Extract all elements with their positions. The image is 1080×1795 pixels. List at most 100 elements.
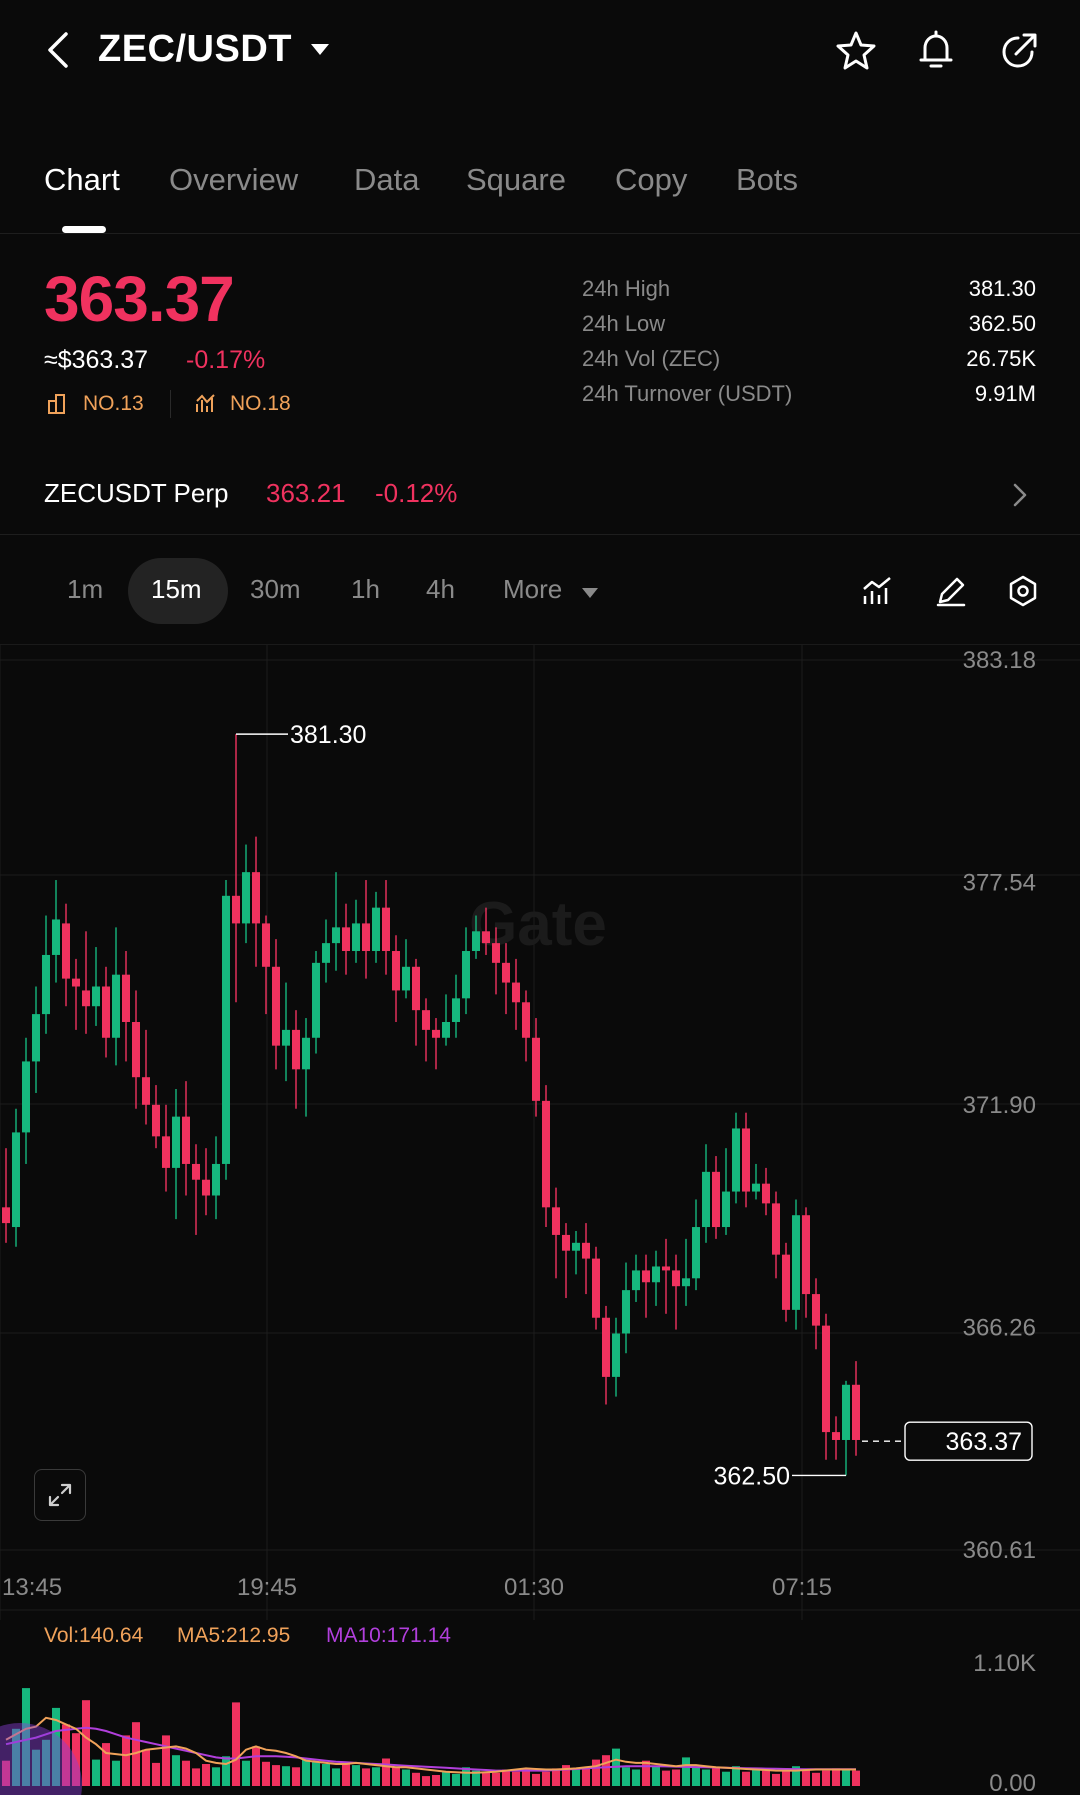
price-chart[interactable]: Gate 381.30 362.50 363.37 383.18 377.54 371.… <box>0 644 1080 1795</box>
tab-bots[interactable]: Bots <box>736 162 799 197</box>
candle-body <box>402 966 410 991</box>
candle-body <box>102 986 110 1038</box>
volume-bar <box>492 1772 500 1786</box>
assistant-bubble[interactable] <box>0 1723 82 1795</box>
tab-data[interactable]: Data <box>354 162 420 197</box>
candle-body <box>82 990 90 1007</box>
x-axis: 13:45 19:45 01:30 07:15 <box>2 1574 832 1601</box>
interval-30m[interactable]: 30m <box>250 574 301 604</box>
candles <box>2 734 860 1476</box>
volume-bar <box>832 1768 840 1786</box>
tab-overview[interactable]: Overview <box>169 162 299 197</box>
volume-bar <box>392 1767 400 1786</box>
star-icon[interactable] <box>834 28 878 72</box>
candle-body <box>132 1021 140 1078</box>
interval-4h[interactable]: 4h <box>426 574 455 604</box>
fullscreen-button[interactable] <box>34 1469 86 1521</box>
volume-bar <box>512 1771 520 1786</box>
caret-down-icon[interactable] <box>311 44 329 55</box>
pencil-icon[interactable] <box>934 574 968 608</box>
candle-body <box>822 1325 830 1433</box>
volume-tick-label: 0.00 <box>989 1770 1036 1795</box>
candle-body <box>292 1029 300 1070</box>
candle-body <box>152 1104 160 1137</box>
tab-chart[interactable]: Chart <box>44 162 120 197</box>
volume-bar <box>672 1769 680 1786</box>
market-rank[interactable]: NO.13 <box>83 392 144 415</box>
bell-icon[interactable] <box>914 28 958 72</box>
interval-15m[interactable]: 15m <box>151 574 202 604</box>
volume-bar <box>52 1707 60 1786</box>
candle-body <box>562 1234 570 1251</box>
volume-bar <box>12 1728 20 1786</box>
candle-body <box>532 1037 540 1101</box>
y-tick-label: 377.54 <box>963 870 1036 897</box>
expand-icon <box>48 1483 72 1507</box>
volume-bar <box>542 1771 550 1786</box>
volume-bar <box>72 1733 80 1786</box>
volume-bar <box>812 1772 820 1786</box>
perp-row[interactable]: ZECUSDT Perp 363.21 -0.12% <box>0 460 1080 535</box>
candle-body <box>722 1191 730 1228</box>
volume-bar <box>362 1768 370 1786</box>
volume-bar <box>112 1760 120 1786</box>
candle-body <box>62 923 70 979</box>
interval-more[interactable]: More <box>503 574 563 604</box>
stat-high-value: 381.30 <box>968 276 1036 301</box>
candle-body <box>462 951 470 999</box>
volume-bar <box>722 1771 730 1786</box>
low-marker-label: 362.50 <box>714 1462 790 1490</box>
y-tick-label: 371.90 <box>963 1092 1036 1119</box>
trend-rank[interactable]: NO.18 <box>230 392 291 415</box>
volume-bar <box>652 1766 660 1786</box>
candle-body <box>442 1021 450 1038</box>
candle-body <box>472 931 480 952</box>
candle-body <box>492 943 500 963</box>
candle-body <box>352 923 360 952</box>
x-tick-label: 13:45 <box>2 1574 62 1601</box>
volume-bar <box>82 1700 90 1786</box>
chevron-right-icon[interactable] <box>1010 480 1030 510</box>
candle-body <box>52 919 60 955</box>
usd-price: ≈$363.37 <box>44 346 149 374</box>
indicator-icon[interactable] <box>860 574 894 608</box>
tab-square[interactable]: Square <box>466 162 566 197</box>
rank-divider <box>170 390 171 418</box>
interval-1h[interactable]: 1h <box>351 574 380 604</box>
last-price: 363.37 <box>44 263 235 335</box>
back-icon[interactable] <box>40 28 80 72</box>
candle-body <box>342 927 350 952</box>
candle-body <box>122 974 130 1022</box>
trend-rank-icon <box>196 394 215 412</box>
volume-bar <box>822 1770 830 1786</box>
pair-selector[interactable]: ZEC/USDT <box>98 28 292 70</box>
y-tick-label: 366.26 <box>963 1315 1036 1342</box>
volume-bar <box>412 1772 420 1786</box>
volume-bar <box>582 1768 590 1786</box>
x-tick-label: 01:30 <box>504 1574 564 1601</box>
volume-label: Vol:140.64 <box>44 1624 144 1647</box>
volume-bar <box>792 1766 800 1786</box>
settings-hexagon-icon[interactable] <box>1006 574 1040 608</box>
candle-body <box>602 1317 610 1377</box>
tab-bar: Chart Overview Data Square Copy Bots <box>0 150 1080 234</box>
candle-body <box>482 931 490 944</box>
candle-body <box>412 966 420 1011</box>
top-bar: ZEC/USDT <box>0 0 1080 100</box>
tab-copy[interactable]: Copy <box>615 162 688 197</box>
volume-bar <box>242 1760 250 1786</box>
more-caret-icon[interactable] <box>582 588 598 598</box>
volume-bar <box>162 1735 170 1786</box>
volume-bar <box>332 1768 340 1786</box>
candle-body <box>392 951 400 991</box>
candle-body <box>682 1278 690 1287</box>
stat-vol-label: 24h Vol (ZEC) <box>582 346 721 371</box>
interval-1m[interactable]: 1m <box>67 574 104 604</box>
volume-bar <box>852 1770 860 1786</box>
high-marker-label: 381.30 <box>290 721 366 749</box>
candle-body <box>242 872 250 924</box>
candle-body <box>172 1116 180 1168</box>
volume-bar <box>432 1775 440 1786</box>
share-icon[interactable] <box>996 28 1040 72</box>
volume-bar <box>102 1743 110 1786</box>
